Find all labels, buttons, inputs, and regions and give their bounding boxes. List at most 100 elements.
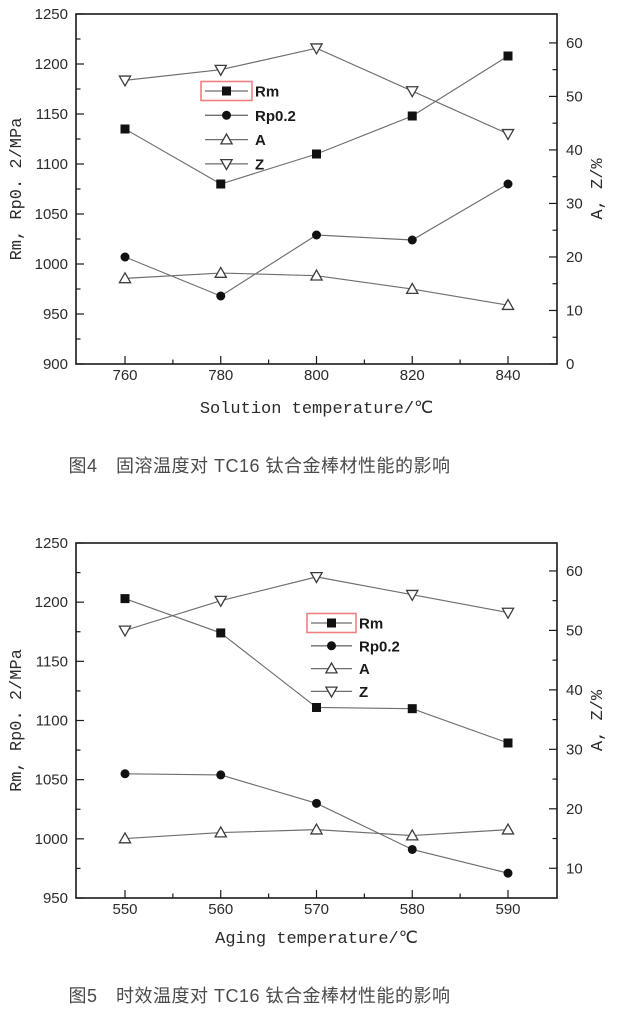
series-Z: [118, 43, 515, 141]
ticks: [76, 542, 557, 899]
series-A-marker: [405, 828, 419, 841]
legend-label-Rm: Rm: [359, 616, 383, 633]
left-axis-tick-label: 1100: [36, 156, 68, 173]
series-Rm-marker: [216, 628, 226, 638]
right-axis-tick-label: 50: [566, 622, 583, 639]
legend-marker-Z: [324, 686, 339, 699]
series-A-marker: [309, 822, 324, 835]
series-Rp0.2-marker: [216, 770, 226, 780]
figure4-caption: 图4 固溶温度对 TC16 钛合金棒材性能的影响: [68, 456, 451, 476]
series-Z-marker: [309, 571, 324, 584]
series-A-marker: [118, 831, 132, 844]
series-Rp0.2-marker: [120, 769, 130, 779]
series-Z-marker: [405, 86, 419, 98]
series-A-marker: [214, 825, 228, 838]
series-Z-marker: [501, 607, 515, 620]
left-axis-tick-label: 900: [43, 356, 68, 373]
left-axis-tick-label: 1000: [35, 831, 68, 848]
legend-entry-Rm: Rm: [306, 612, 383, 634]
series-Z-marker: [118, 75, 132, 88]
ticks: [76, 13, 557, 365]
left-axis-tick-label: 1250: [35, 535, 68, 552]
right-axis-tick-label: 20: [566, 801, 583, 818]
x-axis-tick-label: 590: [495, 901, 520, 918]
series-Rp0.2-marker: [312, 798, 321, 808]
legend-label-Z: Z: [359, 684, 368, 701]
legend-marker-Rm: [327, 618, 336, 628]
left-axis-tick-label: 1150: [36, 106, 68, 123]
legend-label-Rp0.2: Rp0.2: [255, 108, 296, 125]
legend-label-A: A: [255, 132, 266, 149]
x-axis-tick-label: 560: [208, 901, 233, 918]
x-axis-tick-label: 580: [400, 901, 425, 918]
series-Z-marker: [214, 595, 228, 608]
series-Rp0.2-marker: [503, 179, 513, 189]
series-Rp0.2-marker: [120, 252, 130, 262]
series-A-marker: [118, 271, 132, 284]
right-axis-tick-label: 10: [566, 860, 583, 877]
series-Z-marker: [405, 589, 419, 602]
right-axis-title: A, Z/%: [589, 689, 608, 751]
right-axis-tick-label: 20: [566, 249, 583, 266]
plot-border: [75, 542, 558, 899]
series-Rp0.2-marker: [216, 291, 226, 301]
plot-border: [75, 13, 558, 365]
left-axis-tick-label: 1200: [35, 594, 68, 611]
legend-label-Z: Z: [255, 156, 264, 173]
series-Rm-marker: [120, 124, 130, 134]
series-A: [118, 822, 515, 844]
chart-solution-temperature: 900 950 1000 1050 1100 1150 1200 1250 0 10 20 30 40 5…: [8, 6, 608, 419]
x-axis-tick-label: 570: [304, 901, 329, 918]
legend-marker-Rm: [222, 86, 231, 96]
x-axis-tick-label: 800: [304, 367, 329, 384]
right-axis-tick-label: 30: [566, 195, 583, 212]
legend-label-A: A: [359, 661, 370, 678]
series-Rp0.2: [120, 179, 513, 301]
right-axis-tick-label: 10: [566, 302, 583, 319]
legend-marker-A: [324, 661, 339, 674]
legend-entry-Rp0.2: Rp0.2: [311, 638, 400, 655]
right-axis-tick-label: 50: [566, 88, 583, 105]
series-Rm-marker: [503, 51, 513, 61]
series-Rm: [120, 51, 513, 189]
x-axis-title: Solution temperature/℃: [200, 400, 433, 419]
figure5-caption: 图5 时效温度对 TC16 钛合金棒材性能的影响: [68, 986, 451, 1006]
series-Rm-line: [124, 55, 509, 185]
series-Rm-line: [124, 598, 509, 744]
legend: Rm Rp0.2 AZ: [306, 612, 400, 701]
legend: Rm Rp0.2 AZ: [200, 80, 296, 173]
left-axis-title: Rm, Rp0. 2/MPa: [8, 118, 27, 261]
legend-marker-Rp0.2: [327, 641, 336, 651]
legend-label-Rm: Rm: [255, 84, 279, 101]
series-Rp0.2-marker: [503, 868, 513, 878]
series-A: [118, 266, 515, 311]
series-A-marker: [405, 282, 419, 295]
right-axis-tick-label: 60: [566, 35, 583, 52]
series-Z-marker: [214, 64, 228, 77]
series-Z-marker: [309, 43, 324, 56]
series-Z-marker: [118, 625, 132, 638]
x-axis-tick-label: 840: [495, 367, 520, 384]
series-Rp0.2: [120, 769, 513, 878]
legend-entry-Z: Z: [205, 156, 264, 173]
left-axis-title: Rm, Rp0. 2/MPa: [8, 649, 27, 792]
legend-highlight-box: [200, 80, 253, 102]
series-Rm-marker: [120, 594, 130, 604]
right-axis-tick-label: 40: [566, 682, 583, 699]
left-axis-tick-label: 950: [43, 306, 68, 323]
right-axis-tick-label: 60: [566, 563, 583, 580]
legend-marker-Rp0.2: [222, 110, 231, 120]
legend-label-Rp0.2: Rp0.2: [359, 638, 400, 655]
series-Rm-marker: [216, 179, 226, 189]
legend-entry-Rp0.2: Rp0.2: [205, 108, 296, 125]
x-axis-tick-label: 780: [208, 367, 233, 384]
series-A-marker: [501, 298, 515, 311]
left-axis-tick-label: 950: [43, 890, 68, 907]
series-Z: [118, 571, 515, 638]
legend-entry-A: A: [205, 132, 266, 149]
right-axis-tick-label: 40: [566, 142, 583, 159]
series-A-marker: [309, 268, 324, 281]
series-Rm: [120, 594, 513, 748]
left-axis-tick-label: 1150: [36, 653, 68, 670]
series-Rp0.2-marker: [407, 235, 417, 245]
